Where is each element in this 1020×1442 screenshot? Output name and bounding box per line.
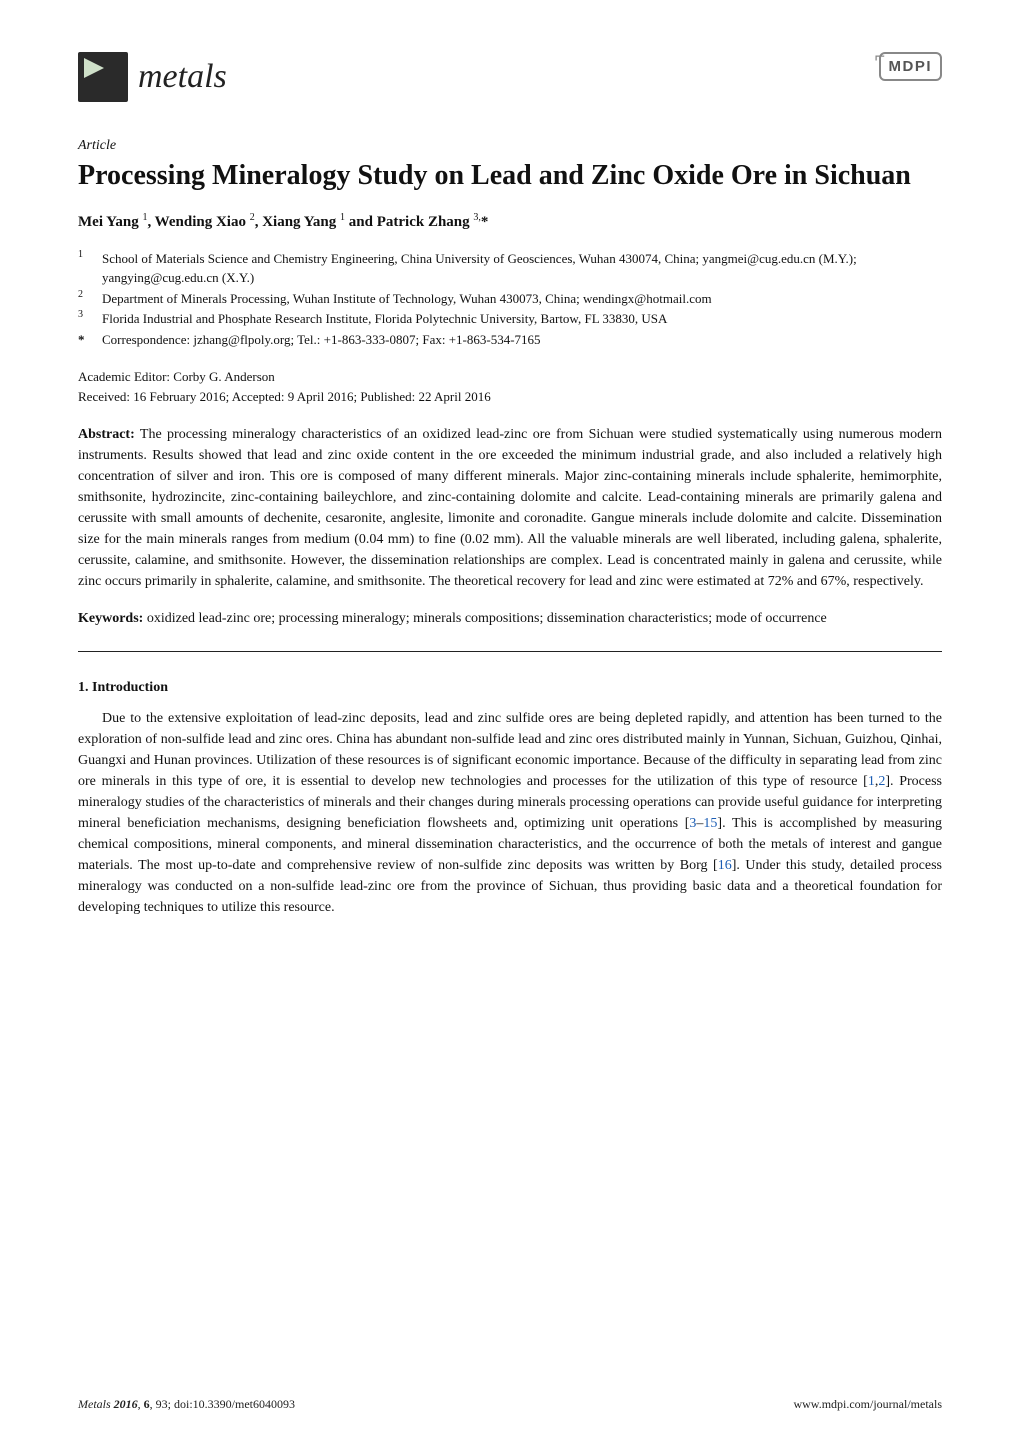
section-heading-introduction: 1. Introduction <box>78 680 942 696</box>
affiliation-row: 1 School of Materials Science and Chemis… <box>78 249 942 288</box>
affiliation-text: Florida Industrial and Phosphate Researc… <box>102 309 667 329</box>
academic-editor: Academic Editor: Corby G. Anderson <box>78 367 942 387</box>
author-list: Mei Yang 1, Wending Xiao 2, Xiang Yang 1… <box>78 212 942 231</box>
keywords-paragraph: Keywords: oxidized lead-zinc ore; proces… <box>78 608 942 629</box>
journal-name: metals <box>138 58 227 96</box>
citation-link[interactable]: 15 <box>703 816 717 831</box>
affiliation-number: 1 <box>78 247 90 286</box>
affiliation-number: 2 <box>78 287 90 307</box>
affiliation-text: Department of Minerals Processing, Wuhan… <box>102 289 712 309</box>
intro-text-part: Due to the extensive exploitation of lea… <box>78 711 942 789</box>
article-title: Processing Mineralogy Study on Lead and … <box>78 158 942 194</box>
affiliation-row: 3 Florida Industrial and Phosphate Resea… <box>78 309 942 329</box>
affiliation-row: 2 Department of Minerals Processing, Wuh… <box>78 289 942 309</box>
correspondence-row: * Correspondence: jzhang@flpoly.org; Tel… <box>78 330 942 350</box>
editorial-block: Academic Editor: Corby G. Anderson Recei… <box>78 367 942 406</box>
journal-logo-block: metals <box>78 52 227 102</box>
footer-doi: , 93; doi:10.3390/met6040093 <box>150 1397 295 1411</box>
correspondence-marker: * <box>78 330 90 350</box>
footer-journal-name: Metals <box>78 1397 111 1411</box>
page-footer: Metals 2016, 6, 93; doi:10.3390/met60400… <box>78 1397 942 1412</box>
publication-dates: Received: 16 February 2016; Accepted: 9 … <box>78 387 942 407</box>
page-header: metals MDPI <box>78 52 942 102</box>
footer-year: 2016 <box>111 1397 138 1411</box>
abstract-text: The processing mineralogy characteristic… <box>78 427 942 589</box>
affiliation-number: 3 <box>78 307 90 327</box>
footer-journal-url: www.mdpi.com/journal/metals <box>793 1397 942 1412</box>
citation-link[interactable]: 16 <box>718 858 732 873</box>
footer-citation: Metals 2016, 6, 93; doi:10.3390/met60400… <box>78 1397 295 1412</box>
abstract-label: Abstract: <box>78 427 135 442</box>
correspondence-text: Correspondence: jzhang@flpoly.org; Tel.:… <box>102 330 541 350</box>
article-type-label: Article <box>78 138 942 154</box>
citation-link[interactable]: 1 <box>868 774 875 789</box>
abstract-paragraph: Abstract: The processing mineralogy char… <box>78 424 942 592</box>
keywords-label: Keywords: <box>78 611 143 626</box>
affiliation-text: School of Materials Science and Chemistr… <box>102 249 942 288</box>
affiliations-block: 1 School of Materials Science and Chemis… <box>78 249 942 350</box>
intro-paragraph: Due to the extensive exploitation of lea… <box>78 708 942 918</box>
keywords-text: oxidized lead-zinc ore; processing miner… <box>147 611 827 626</box>
section-divider <box>78 651 942 652</box>
metals-logo-icon <box>78 52 128 102</box>
publisher-logo: MDPI <box>879 52 943 81</box>
